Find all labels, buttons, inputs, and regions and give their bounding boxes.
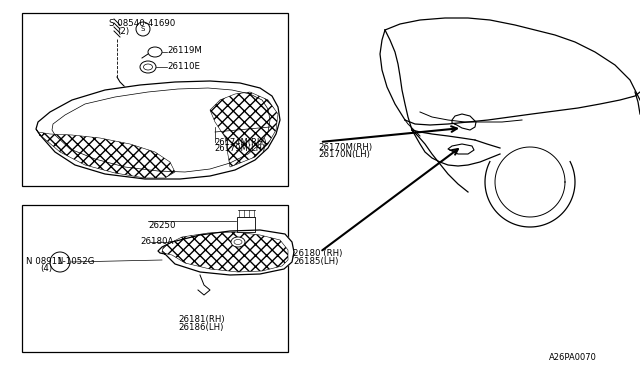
Polygon shape <box>158 230 294 275</box>
Ellipse shape <box>140 61 156 73</box>
Text: 26110E: 26110E <box>168 62 201 71</box>
Circle shape <box>50 252 70 272</box>
Text: N 08911-1052G: N 08911-1052G <box>26 257 94 266</box>
Bar <box>22 205 288 352</box>
Circle shape <box>136 22 150 36</box>
Text: 26174M(RH): 26174M(RH) <box>214 138 267 147</box>
Polygon shape <box>162 232 288 272</box>
Bar <box>237 217 255 232</box>
Text: 26170M(RH): 26170M(RH) <box>319 143 373 152</box>
Text: N: N <box>58 257 63 266</box>
Text: 26170N(LH): 26170N(LH) <box>319 150 371 158</box>
Ellipse shape <box>231 237 245 247</box>
Text: A26PA0070: A26PA0070 <box>549 353 597 362</box>
Text: 26185(LH): 26185(LH) <box>293 257 339 266</box>
Text: (2): (2) <box>117 27 129 36</box>
Text: 26179M(LH): 26179M(LH) <box>214 144 266 153</box>
Ellipse shape <box>234 240 242 244</box>
Ellipse shape <box>143 64 152 70</box>
Bar <box>22 13 288 186</box>
Text: 26186(LH): 26186(LH) <box>178 323 223 332</box>
Text: 26181(RH): 26181(RH) <box>178 315 225 324</box>
Ellipse shape <box>148 47 162 57</box>
Text: S: S <box>141 26 145 32</box>
Polygon shape <box>36 81 280 179</box>
Text: 26119M: 26119M <box>168 46 202 55</box>
Text: 26180A: 26180A <box>141 237 174 246</box>
Text: S 08540-41690: S 08540-41690 <box>109 19 175 28</box>
Polygon shape <box>210 92 278 167</box>
Text: 26180 (RH): 26180 (RH) <box>293 249 342 258</box>
Polygon shape <box>36 129 175 178</box>
Text: (4): (4) <box>40 264 52 273</box>
Text: 26250: 26250 <box>148 221 176 230</box>
